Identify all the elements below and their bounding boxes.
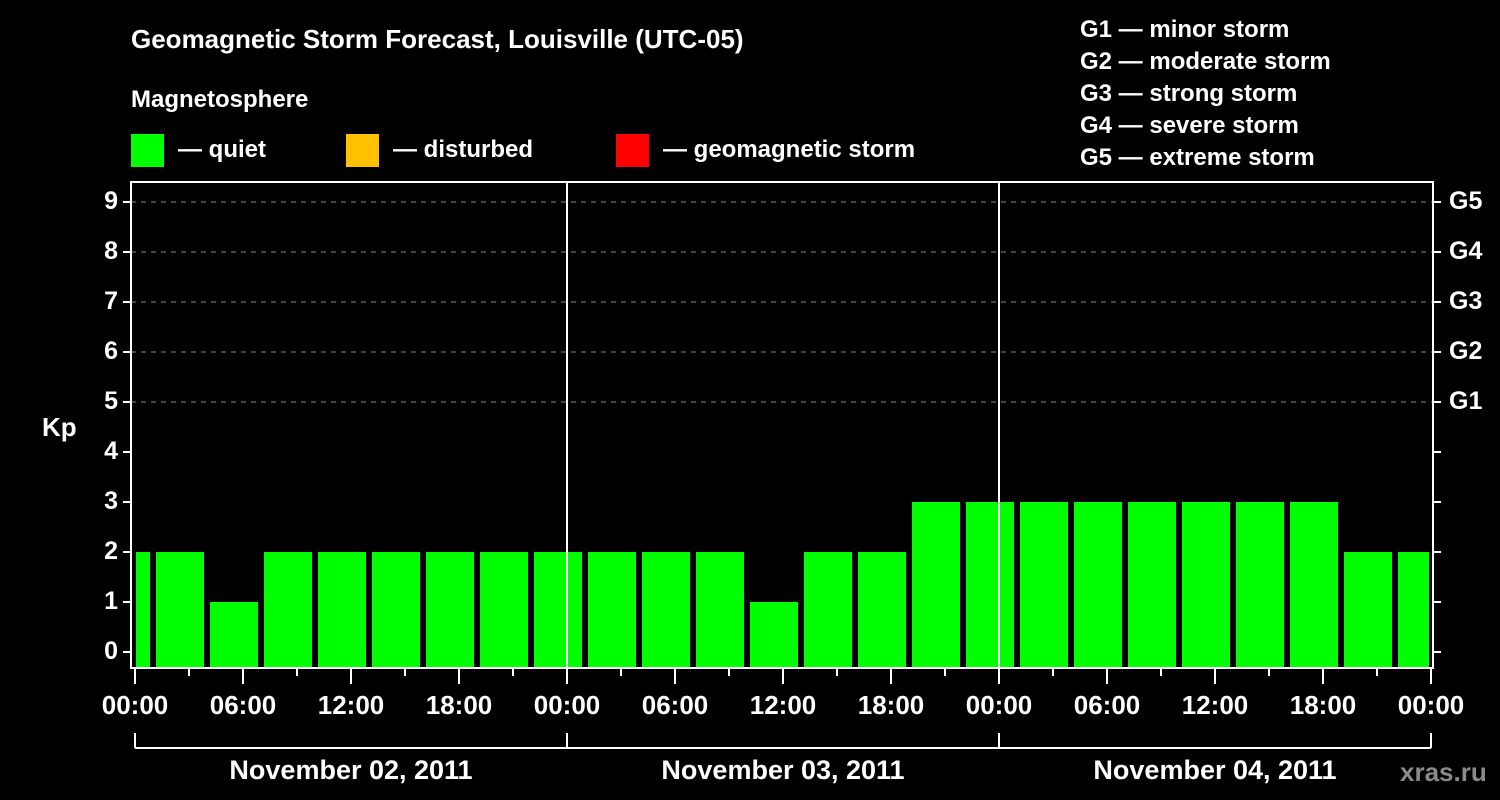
bar: [136, 552, 150, 668]
bar: [426, 552, 474, 668]
x-tick-label: 12:00: [749, 690, 817, 720]
y-axis-label: Kp: [42, 412, 77, 442]
x-tick-label: 00:00: [1397, 690, 1465, 720]
bar: [588, 552, 636, 668]
legend-label-quiet: — quiet: [178, 136, 266, 163]
bar: [480, 552, 528, 668]
y-tick-label: 7: [104, 287, 118, 315]
x-tick-label: 00:00: [101, 690, 169, 720]
g-tick-label: G1: [1449, 387, 1483, 415]
y-tick-label: 8: [104, 237, 118, 265]
storm-scale-g4: G4 — severe storm: [1080, 112, 1299, 139]
storm-scale-g1: G1 — minor storm: [1080, 16, 1290, 43]
legend-item-quiet: — quiet: [131, 133, 266, 167]
bar: [966, 502, 1014, 668]
bar: [1236, 502, 1284, 668]
g-tick-label: G4: [1449, 237, 1483, 265]
bars: [136, 502, 1429, 668]
y-tick-label: 4: [104, 437, 118, 465]
x-tick-label: 18:00: [857, 690, 925, 720]
bar: [1074, 502, 1122, 668]
y-tick-label: 6: [104, 337, 118, 365]
bar: [804, 552, 852, 668]
x-tick-label: 06:00: [209, 690, 277, 720]
y-tick-label: 5: [104, 387, 118, 415]
bar: [858, 552, 906, 668]
date-label: November 04, 2011: [1093, 755, 1337, 785]
storm-scale-legend: G1 — minor storm G2 — moderate storm G3 …: [1080, 14, 1331, 174]
storm-scale-g5: G5 — extreme storm: [1080, 144, 1315, 171]
bar: [750, 602, 798, 668]
chart-title: Geomagnetic Storm Forecast, Louisville (…: [131, 24, 744, 54]
bar: [1020, 502, 1068, 668]
legend-swatch-storm: [616, 133, 649, 167]
x-tick-label: 00:00: [533, 690, 601, 720]
bar: [1128, 502, 1176, 668]
bar: [156, 552, 204, 668]
date-label: November 02, 2011: [229, 755, 473, 785]
legend-item-disturbed: — disturbed: [346, 133, 534, 167]
x-tick-label: 18:00: [425, 690, 493, 720]
bar: [264, 552, 312, 668]
y-tick-label: 1: [104, 587, 118, 615]
x-tick-label: 12:00: [317, 690, 385, 720]
storm-scale-g3: G3 — strong storm: [1080, 80, 1298, 107]
x-tick-label: 00:00: [965, 690, 1033, 720]
legend-swatch-disturbed: [346, 133, 379, 167]
legend-label-disturbed: — disturbed: [393, 136, 534, 163]
y-tick-label: 9: [104, 187, 118, 215]
legend-swatch-quiet: [131, 133, 164, 167]
chart-subtitle: Magnetosphere: [131, 86, 309, 113]
bar: [1398, 552, 1429, 668]
legend-item-storm: — geomagnetic storm: [616, 133, 916, 167]
date-label: November 03, 2011: [661, 755, 905, 785]
y-tick-label: 2: [104, 537, 118, 565]
bar: [1344, 552, 1392, 668]
bar: [534, 552, 582, 668]
credit-watermark: xras.ru: [1400, 757, 1487, 787]
y-tick-label: 0: [104, 637, 118, 665]
bar: [318, 552, 366, 668]
g-tick-label: G5: [1449, 187, 1483, 215]
y-tick-label: 3: [104, 487, 118, 515]
bar: [912, 502, 960, 668]
g-tick-label: G3: [1449, 287, 1483, 315]
storm-scale-g2: G2 — moderate storm: [1080, 48, 1331, 75]
gridlines: [131, 201, 1433, 403]
x-tick-label: 12:00: [1181, 690, 1249, 720]
plot-frame: [130, 181, 1434, 669]
bar: [696, 552, 744, 668]
axes: [123, 181, 1441, 749]
g-tick-label: G2: [1449, 337, 1483, 365]
bar: [1182, 502, 1230, 668]
x-tick-label: 06:00: [641, 690, 709, 720]
bar: [372, 552, 420, 668]
legend-label-storm: — geomagnetic storm: [663, 136, 916, 163]
x-tick-label: 18:00: [1289, 690, 1357, 720]
bar: [642, 552, 690, 668]
bar: [1290, 502, 1338, 668]
bar: [210, 602, 258, 668]
x-tick-label: 06:00: [1073, 690, 1141, 720]
